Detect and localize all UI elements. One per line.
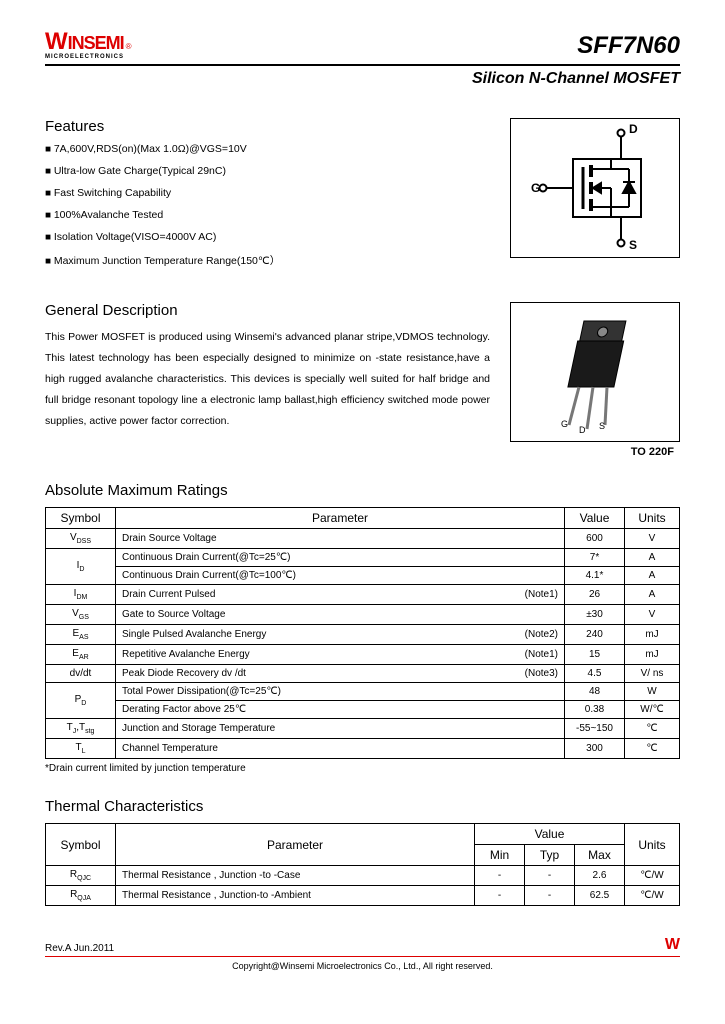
table-row: Continuous Drain Current(@Tc=100℃) 4.1* … (46, 567, 680, 585)
feature-item: Isolation Voltage(VISO=4000V AC) (45, 231, 490, 243)
table-row: IDM Drain Current Pulsed(Note1) 26 A (46, 585, 680, 605)
ratings-header-value: Value (565, 508, 625, 529)
copyright-text: Copyright@Winsemi Microelectronics Co., … (45, 961, 680, 971)
table-row: VDSS Drain Source Voltage 600 V (46, 529, 680, 549)
logo-subtext: MICROELECTRONICS (45, 54, 132, 60)
feature-item: 7A,600V,RDS(on)(Max 1.0Ω)@VGS=10V (45, 143, 490, 155)
mosfet-symbol-svg: D G S (511, 119, 679, 257)
logo: W INSEMI ® MICROELECTRONICS (45, 30, 132, 60)
revision-text: Rev.A Jun.2011 (45, 943, 114, 954)
features-list: 7A,600V,RDS(on)(Max 1.0Ω)@VGS=10V Ultra-… (45, 143, 490, 268)
part-number: SFF7N60 (577, 32, 680, 60)
footer: Rev.A Jun.2011 W Copyright@Winsemi Micro… (45, 936, 680, 971)
features-section: Features 7A,600V,RDS(on)(Max 1.0Ω)@VGS=1… (45, 118, 680, 278)
logo-letter: W (45, 30, 68, 54)
thermal-table: Symbol Parameter Value Units Min Typ Max… (45, 823, 680, 906)
thermal-header-value: Value (475, 824, 625, 845)
package-box: G D S TO 220F (510, 302, 680, 458)
subtitle: Silicon N-Channel MOSFET (45, 70, 680, 88)
table-row: RQJC Thermal Resistance , Junction -to -… (46, 866, 680, 886)
pin-label-g: G (561, 419, 568, 429)
thermal-header-units: Units (625, 824, 680, 866)
footer-logo-icon: W (665, 936, 680, 954)
thermal-header-max: Max (575, 845, 625, 866)
features-title: Features (45, 118, 490, 135)
table-row: PD Total Power Dissipation(@Tc=25℃) 48 W (46, 683, 680, 701)
table-row: dv/dt Peak Diode Recovery dv /dt(Note3) … (46, 665, 680, 683)
pin-label-s: S (599, 421, 605, 431)
package-label: TO 220F (510, 446, 680, 458)
feature-item: Maximum Junction Temperature Range(150℃） (45, 253, 490, 268)
thermal-header-typ: Typ (525, 845, 575, 866)
thermal-section: Thermal Characteristics Symbol Parameter… (45, 798, 680, 906)
thermal-header-symbol: Symbol (46, 824, 116, 866)
diagram-label-d: D (629, 122, 638, 136)
table-row: EAS Single Pulsed Avalanche Energy(Note2… (46, 625, 680, 645)
table-row: Derating Factor above 25℃ 0.38 W/℃ (46, 701, 680, 719)
ratings-footnote: *Drain current limited by junction tempe… (45, 763, 680, 774)
table-row: TL Channel Temperature 300 ℃ (46, 739, 680, 759)
table-row: RQJA Thermal Resistance , Junction-to -A… (46, 886, 680, 906)
ratings-header-symbol: Symbol (46, 508, 116, 529)
package-svg: G D S (511, 303, 679, 441)
ratings-table: Symbol Parameter Value Units VDSS Drain … (45, 507, 680, 759)
diagram-label-s: S (629, 238, 637, 252)
description-title: General Description (45, 302, 490, 319)
package-frame: G D S (510, 302, 680, 442)
table-row: TJ,Tstg Junction and Storage Temperature… (46, 719, 680, 739)
description-section: General Description This Power MOSFET is… (45, 302, 680, 458)
table-row: VGS Gate to Source Voltage ±30 V (46, 605, 680, 625)
pin-label-d: D (579, 425, 586, 435)
ratings-title: Absolute Maximum Ratings (45, 482, 680, 499)
table-row: EAR Repetitive Avalanche Energy(Note1) 1… (46, 645, 680, 665)
feature-item: Ultra-low Gate Charge(Typical 29nC) (45, 165, 490, 177)
feature-item: Fast Switching Capability (45, 187, 490, 199)
ratings-section: Absolute Maximum Ratings Symbol Paramete… (45, 482, 680, 774)
thermal-header-min: Min (475, 845, 525, 866)
logo-text: INSEMI (68, 34, 124, 52)
thermal-title: Thermal Characteristics (45, 798, 680, 815)
feature-item: 100%Avalanche Tested (45, 209, 490, 221)
header: W INSEMI ® MICROELECTRONICS SFF7N60 (45, 30, 680, 66)
diagram-label-g: G (531, 181, 540, 195)
description-text: This Power MOSFET is produced using Wins… (45, 327, 490, 432)
mosfet-symbol-diagram: D G S (510, 118, 680, 258)
table-row: ID Continuous Drain Current(@Tc=25℃) 7* … (46, 549, 680, 567)
ratings-header-units: Units (625, 508, 680, 529)
logo-reg: ® (126, 42, 132, 51)
thermal-header-param: Parameter (116, 824, 475, 866)
ratings-header-param: Parameter (116, 508, 565, 529)
